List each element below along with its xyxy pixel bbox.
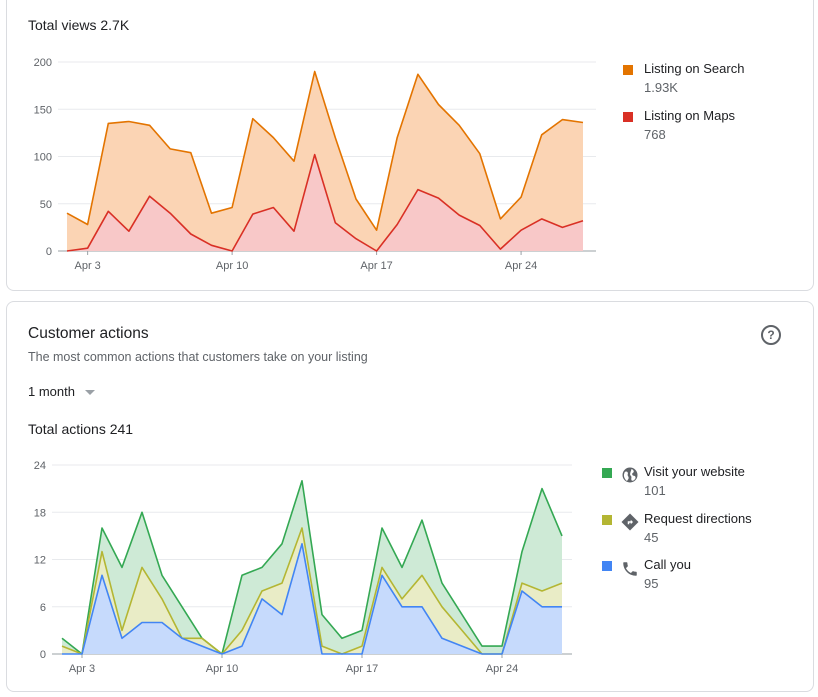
actions-series-line-0 bbox=[61, 479, 563, 655]
legend-label-search: Listing on Search bbox=[644, 61, 745, 76]
x-tick-label: Apr 10 bbox=[216, 260, 248, 272]
x-tick-label: Apr 10 bbox=[206, 663, 238, 675]
actions-series-line-2 bbox=[62, 542, 562, 655]
legend-swatch-maps bbox=[623, 112, 633, 122]
views-series-area-1 bbox=[67, 154, 583, 251]
x-tick-label: Apr 24 bbox=[505, 260, 537, 272]
directions-icon bbox=[621, 513, 639, 531]
y-tick-label: 100 bbox=[34, 152, 52, 164]
views-series-area-0 bbox=[67, 71, 583, 251]
phone-icon bbox=[623, 562, 637, 576]
x-tick-label: Apr 24 bbox=[486, 663, 518, 675]
legend-label-website: Visit your website bbox=[644, 464, 745, 479]
legend-value-search: 1.93K bbox=[644, 80, 678, 95]
total-actions-label: Total actions 241 bbox=[28, 421, 134, 437]
legend-label-directions: Request directions bbox=[644, 511, 752, 526]
y-tick-label: 18 bbox=[34, 507, 46, 519]
x-tick-label: Apr 17 bbox=[346, 663, 378, 675]
x-tick-label: Apr 3 bbox=[74, 260, 100, 272]
x-tick-label: Apr 17 bbox=[360, 260, 392, 272]
y-tick-label: 150 bbox=[34, 104, 52, 116]
y-tick-label: 0 bbox=[46, 246, 52, 258]
y-tick-label: 0 bbox=[40, 649, 46, 661]
date-range-value: 1 month bbox=[28, 384, 75, 399]
total-views-label: Total views 2.7K bbox=[28, 17, 130, 33]
views-series-line-1 bbox=[66, 153, 584, 252]
question-circle-icon[interactable]: ? bbox=[761, 325, 781, 345]
card-title: Customer actions bbox=[28, 325, 149, 342]
legend-label-call: Call you bbox=[644, 557, 691, 572]
chevron-down-icon bbox=[84, 390, 95, 396]
legend-swatch-call bbox=[602, 561, 612, 571]
globe-icon bbox=[622, 467, 638, 483]
legend-swatch-website bbox=[602, 468, 612, 478]
date-range-dropdown[interactable]: 1 month bbox=[28, 384, 95, 399]
x-tick-label: Apr 3 bbox=[69, 663, 95, 675]
legend-value-call: 95 bbox=[644, 576, 659, 591]
y-tick-label: 12 bbox=[34, 555, 46, 567]
legend-swatch-directions bbox=[602, 515, 612, 525]
views-chart: 0 50 100 150 200 Apr 3 Apr 10 Apr 17 Apr 24 bbox=[34, 57, 596, 272]
y-tick-label: 200 bbox=[34, 57, 52, 69]
legend-value-website: 101 bbox=[644, 483, 666, 498]
legend-swatch-search bbox=[623, 65, 633, 75]
y-tick-label: 6 bbox=[40, 602, 46, 614]
legend-label-maps: Listing on Maps bbox=[644, 108, 736, 123]
legend-value-maps: 768 bbox=[644, 127, 666, 142]
card-subtitle: The most common actions that customers t… bbox=[28, 350, 368, 364]
y-tick-label: 50 bbox=[40, 199, 52, 211]
views-series-line-0 bbox=[66, 70, 584, 231]
legend-value-directions: 45 bbox=[644, 530, 659, 545]
y-tick-label: 24 bbox=[34, 460, 46, 472]
actions-series-line-1 bbox=[61, 527, 563, 655]
